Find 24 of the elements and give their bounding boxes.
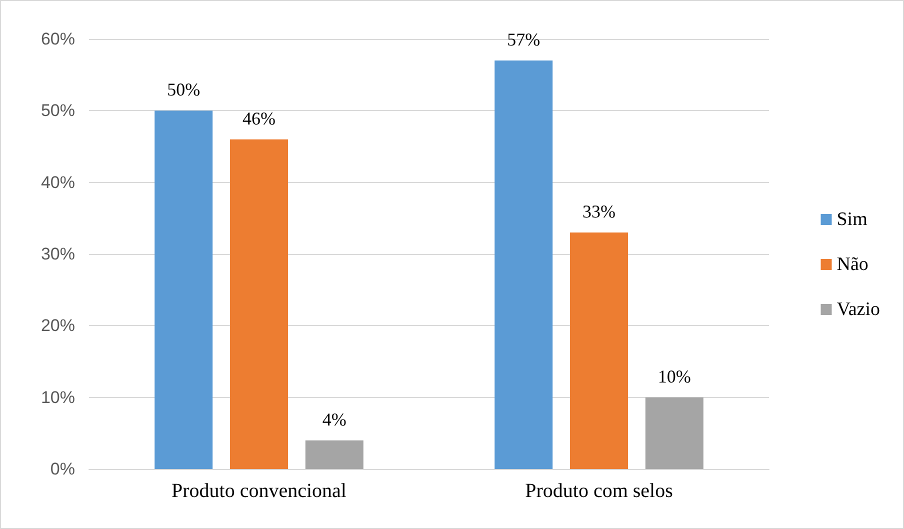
data-label: 33% xyxy=(582,202,616,222)
data-label: 4% xyxy=(322,409,346,430)
data-label: 57% xyxy=(507,30,540,50)
x-tick-label: Produto com selos xyxy=(525,480,674,502)
y-tick-label: 0% xyxy=(50,460,75,478)
y-tick-label: 40% xyxy=(40,172,75,192)
legend-label: Vazio xyxy=(836,299,880,320)
legend-label: Não xyxy=(836,254,868,275)
bar xyxy=(494,60,553,469)
bar xyxy=(230,139,288,469)
x-tick-label: Produto convencional xyxy=(172,480,347,502)
y-tick-label: 10% xyxy=(40,388,75,407)
bar xyxy=(645,397,704,469)
bar xyxy=(570,232,628,469)
bar xyxy=(154,110,213,469)
legend-label: Sim xyxy=(836,209,868,230)
y-tick-label: 60% xyxy=(40,30,75,48)
data-label: 46% xyxy=(242,108,276,128)
y-tick-label: 50% xyxy=(40,101,75,120)
bar xyxy=(305,440,364,469)
data-label: 50% xyxy=(167,80,200,100)
y-tick-label: 20% xyxy=(40,316,75,336)
y-tick-label: 30% xyxy=(40,244,75,264)
data-label: 10% xyxy=(658,366,691,386)
